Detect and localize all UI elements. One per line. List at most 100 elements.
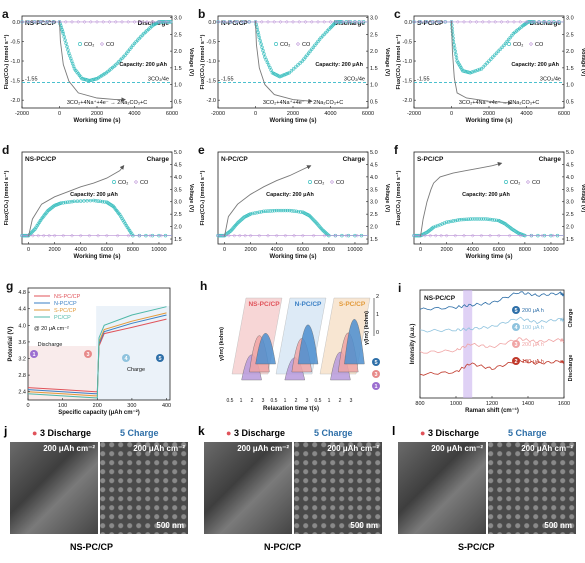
co2-marker bbox=[444, 220, 449, 224]
co-marker bbox=[311, 233, 316, 238]
co2-marker bbox=[451, 33, 455, 37]
x-tick-label: 1400 bbox=[522, 401, 534, 407]
step-marker-label: 2 bbox=[514, 359, 517, 365]
panel-i: i NS-PC/CP 5 200 μA h 4 100 μA h 3 200 μA h 2 100… bbox=[398, 281, 574, 414]
co2-marker bbox=[265, 60, 270, 65]
co-marker bbox=[309, 19, 314, 24]
co-marker bbox=[132, 19, 137, 24]
co-marker bbox=[216, 19, 220, 24]
co-marker bbox=[422, 233, 427, 238]
capacity-label: Capacity: 200 μAh bbox=[462, 192, 510, 198]
co-marker bbox=[234, 19, 239, 24]
rate-label: @ 20 μA cm⁻² bbox=[34, 326, 69, 332]
step-marker bbox=[156, 354, 164, 362]
co-marker bbox=[322, 233, 327, 238]
co-marker bbox=[107, 19, 112, 24]
legend-co-marker bbox=[528, 41, 534, 47]
legend-co-label: CO bbox=[140, 180, 149, 186]
x-tick-label: 4000 bbox=[128, 111, 140, 117]
co2-marker bbox=[260, 45, 264, 50]
step-marker bbox=[372, 358, 380, 366]
x-tick-label: 10000 bbox=[347, 247, 362, 253]
co-marker bbox=[543, 19, 548, 24]
step-marker-label: 4 bbox=[514, 325, 518, 331]
y2-tick-label: 1.5 bbox=[174, 237, 182, 243]
x-tick-label: 2000 bbox=[48, 247, 60, 253]
co2-marker bbox=[487, 59, 491, 63]
co-marker bbox=[529, 233, 534, 238]
step-marker-label: 3 bbox=[514, 342, 517, 348]
co2-marker bbox=[64, 41, 68, 46]
co-marker bbox=[470, 233, 475, 238]
scale-bar-label: 500 nm bbox=[156, 521, 184, 530]
left-mode: 3 Discharge bbox=[39, 428, 91, 438]
sem-image-discharge: 200 μAh cm⁻² bbox=[10, 442, 98, 534]
y-axis-label: Flux(CO₂) (mmol s⁻¹) bbox=[3, 170, 10, 225]
panel-letter: h bbox=[200, 279, 207, 293]
co2-curve bbox=[218, 210, 368, 236]
y-axis-label: Flux(CO₂) (mmol s⁻¹) bbox=[199, 34, 206, 89]
co2-marker bbox=[68, 200, 72, 204]
co-marker bbox=[428, 233, 433, 238]
co-marker bbox=[284, 19, 289, 24]
co2-marker bbox=[331, 23, 336, 27]
x-tick-label: 100 bbox=[58, 403, 67, 409]
y-tick-label: 4.0 bbox=[18, 323, 26, 329]
co-marker bbox=[96, 233, 101, 238]
voltage-curve bbox=[224, 165, 312, 237]
x-tick-label: 4000 bbox=[271, 247, 283, 253]
co2-marker bbox=[251, 211, 255, 216]
co-marker bbox=[243, 233, 248, 238]
co2-marker bbox=[491, 55, 495, 59]
sample-name: NS-PC/CP bbox=[25, 156, 57, 163]
x-tick-label: 2 bbox=[251, 398, 254, 404]
co2-marker bbox=[447, 220, 451, 224]
left-mode: 3 Discharge bbox=[233, 428, 285, 438]
sem-capacity: 200 μAh cm⁻² bbox=[133, 444, 185, 453]
sample-name: N-PC/CP bbox=[221, 20, 248, 27]
x-tick-label: 0 bbox=[450, 111, 453, 117]
legend-co-marker bbox=[295, 41, 301, 47]
co2-marker bbox=[59, 201, 63, 205]
co2-marker bbox=[283, 208, 288, 213]
co-marker bbox=[455, 19, 460, 24]
sample-name: S-PC/CP bbox=[417, 156, 444, 163]
x-tick-label: 0 bbox=[26, 403, 29, 409]
y2-tick-label: 2.5 bbox=[566, 212, 574, 218]
y2-tick-label: 2.0 bbox=[566, 225, 574, 231]
co-marker bbox=[468, 19, 473, 24]
co2-marker bbox=[466, 217, 471, 221]
co2-marker bbox=[453, 218, 458, 223]
legend-co-marker bbox=[329, 179, 335, 185]
co2-marker bbox=[98, 199, 102, 204]
y2-tick-label: 2.5 bbox=[370, 212, 378, 218]
step-marker-label: 3 bbox=[374, 372, 377, 378]
x-tick-label: 6000 bbox=[101, 247, 113, 253]
y-tick-label: 0.0 bbox=[208, 20, 216, 26]
co-marker bbox=[353, 19, 358, 24]
x-tick-label: 2000 bbox=[91, 111, 103, 117]
co2-marker bbox=[78, 199, 83, 203]
step-marker-label: 5 bbox=[158, 356, 161, 362]
co2-marker bbox=[289, 69, 294, 73]
sample-label: S-PC/CP bbox=[339, 301, 366, 308]
co2-marker bbox=[268, 209, 272, 213]
spectrum-label: 200 μA h bbox=[522, 308, 544, 314]
legend-co-marker bbox=[99, 41, 105, 47]
co2-marker bbox=[88, 198, 93, 203]
co2-marker bbox=[479, 217, 484, 221]
co2-marker bbox=[248, 212, 253, 216]
co-marker bbox=[433, 233, 438, 238]
sem-image-charge: 200 μAh cm⁻² 500 nm bbox=[100, 442, 188, 534]
y2-tick-label: 3.0 bbox=[566, 200, 574, 206]
co2-marker bbox=[329, 25, 334, 29]
co2-marker bbox=[258, 39, 262, 43]
y2-tick-label: 4.5 bbox=[370, 162, 378, 168]
x-tick-label: -2000 bbox=[211, 111, 225, 117]
y-tick-label: -1.5 bbox=[403, 79, 412, 85]
x-tick-label: 4000 bbox=[324, 111, 336, 117]
co2-marker bbox=[261, 48, 265, 53]
sem-capacity: 200 μAh cm⁻² bbox=[521, 444, 573, 453]
capacity-label: Capacity: 200 μAh bbox=[315, 62, 363, 68]
